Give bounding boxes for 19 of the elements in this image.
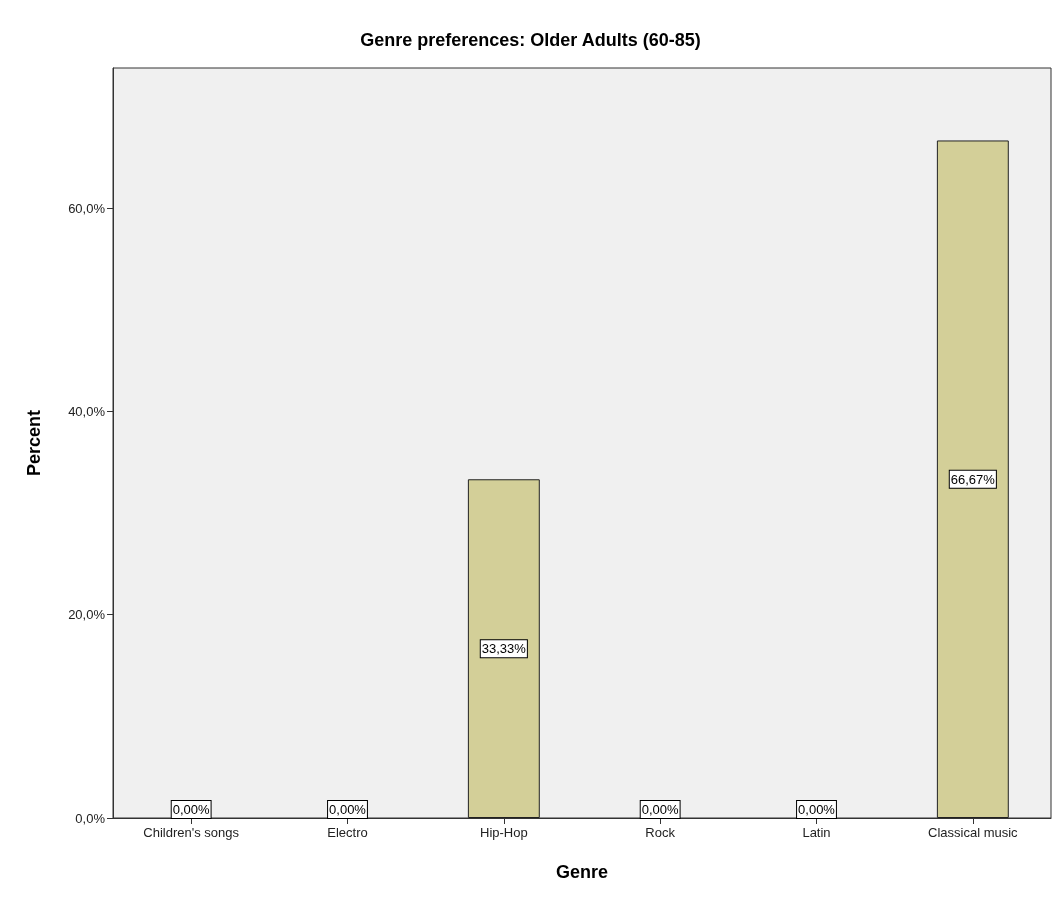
y-tick-label: 20,0% — [68, 607, 106, 623]
chart-title: Genre preferences: Older Adults (60-85) — [360, 30, 701, 50]
data-label: 0,00% — [329, 802, 367, 817]
data-label: 66,67% — [950, 471, 996, 487]
x-axis-title: Genre — [555, 862, 609, 882]
y-tick-label: 0,0% — [75, 810, 106, 826]
x-tick-label: Rock — [645, 825, 676, 840]
y-tick-label: 60,0% — [68, 200, 106, 216]
data-label: 0,00% — [641, 802, 680, 817]
data-label: 0,00% — [798, 802, 836, 817]
y-tick-label: 40,0% — [68, 404, 106, 419]
data-label: 0,00% — [172, 802, 211, 817]
y-axis-title: Percent — [24, 409, 44, 477]
x-tick-label: Children's songs — [143, 825, 240, 840]
data-label: 33,33% — [481, 641, 527, 657]
x-tick-label: Electro — [327, 825, 368, 840]
x-tick-label: Latin — [802, 825, 831, 840]
x-tick-label: Hip-Hop — [479, 825, 528, 840]
x-tick-label: Classical music — [928, 825, 1019, 840]
